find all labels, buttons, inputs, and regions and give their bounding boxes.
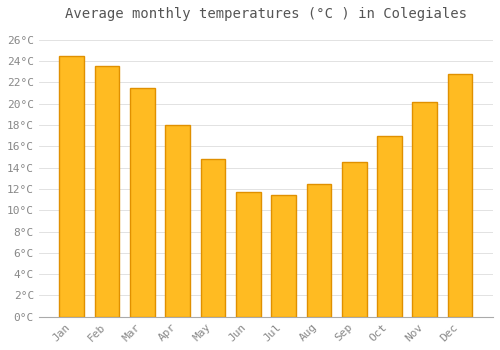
Bar	[166, 125, 190, 317]
Bar	[236, 192, 260, 317]
Bar	[271, 195, 296, 317]
Bar	[448, 74, 472, 317]
Bar	[342, 162, 366, 317]
Bar	[306, 184, 331, 317]
Bar	[412, 102, 437, 317]
Title: Average monthly temperatures (°C ) in Colegiales: Average monthly temperatures (°C ) in Co…	[65, 7, 467, 21]
Bar	[130, 88, 155, 317]
Bar	[94, 66, 120, 317]
Bar	[377, 136, 402, 317]
Bar	[60, 56, 84, 317]
Bar	[200, 159, 226, 317]
